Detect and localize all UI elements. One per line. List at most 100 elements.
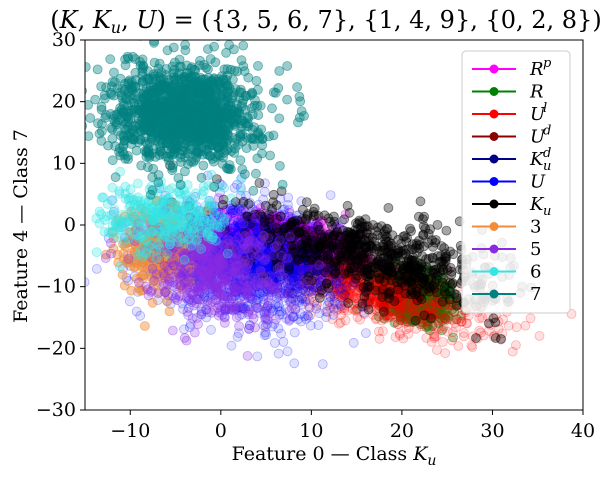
data-point [440,314,451,325]
data-point [289,327,300,338]
data-point [328,309,339,320]
data-point [441,225,452,236]
data-point [252,351,263,362]
data-point [346,263,357,274]
data-point [372,256,383,267]
data-point [432,219,443,230]
data-point [252,236,262,247]
data-point [284,264,294,275]
data-points [85,40,577,370]
data-point [257,244,267,255]
data-point [239,244,250,255]
data-point [471,333,481,343]
data-point [235,226,245,237]
data-point [280,223,290,234]
data-point [206,324,216,335]
data-point [449,288,460,299]
data-point [418,214,428,225]
data-point [401,236,412,247]
data-point [351,248,362,259]
data-point [242,237,253,248]
data-point [247,230,258,241]
data-point [383,202,394,213]
data-point [446,269,457,280]
data-point [410,259,420,270]
data-point [238,196,249,207]
data-point [293,314,304,325]
data-point [418,229,429,240]
data-point [437,296,448,307]
data-point [432,270,443,281]
data-point [357,218,367,228]
data-point [330,266,341,277]
data-point [264,217,275,228]
data-point [342,250,352,261]
data-point [428,253,438,264]
data-point [253,236,264,247]
data-point [423,323,434,334]
data-point [229,221,240,232]
data-point [230,230,241,240]
data-point [488,313,499,324]
data-point [320,267,331,278]
data-point [260,246,271,257]
data-point [273,348,284,359]
data-point [363,304,374,315]
data-point [507,346,518,357]
data-point [248,224,259,235]
data-point [400,288,411,299]
data-point [91,263,102,274]
data-point [378,306,389,317]
data-point [232,214,243,225]
data-point [227,225,238,236]
data-point [230,230,241,241]
data-point [467,342,478,353]
data-point [135,310,146,321]
data-point [222,226,233,237]
data-point [282,346,293,357]
data-point [360,328,371,339]
data-point [254,178,265,188]
data-point [325,190,336,201]
data-point [398,333,409,344]
data-point [520,320,531,331]
data-point [418,241,429,252]
data-point [328,230,339,241]
data-point [415,196,426,207]
data-point [419,310,430,321]
data-point [436,256,447,267]
data-point [416,294,427,305]
data-point [458,328,469,338]
data-point [276,328,287,339]
data-point [440,348,451,359]
data-point [398,245,409,256]
data-point [423,275,434,285]
data-point [397,265,408,276]
data-point [342,200,353,211]
data-point [250,235,261,246]
data-point [275,211,286,222]
data-point [263,241,274,252]
data-point [314,240,324,251]
data-point [302,255,313,266]
data-point [371,241,382,252]
plot-area [84,39,584,411]
data-point [251,236,262,247]
data-point [453,341,464,351]
data-point [410,315,421,326]
data-point [534,330,545,341]
data-point [380,229,391,240]
data-point [362,228,373,239]
data-point [301,214,312,225]
data-point [328,211,339,222]
data-point [289,358,300,369]
chart-title: (K, Ku, U) = ({3, 5, 6, 7}, {1, 4, 9}, {… [50,6,601,37]
data-point [322,254,333,265]
data-point [424,286,435,297]
data-point [124,296,135,307]
data-point [403,303,414,314]
data-point [511,322,522,333]
data-point [335,317,346,328]
data-point [263,241,274,252]
data-point [256,250,267,261]
